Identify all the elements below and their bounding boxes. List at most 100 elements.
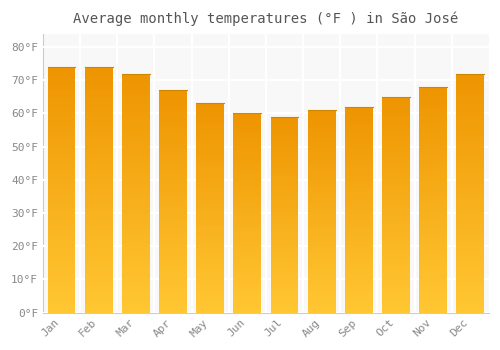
Bar bbox=[456, 298, 484, 301]
Bar bbox=[234, 309, 262, 311]
Bar bbox=[270, 250, 298, 252]
Bar bbox=[196, 246, 224, 248]
Bar bbox=[234, 153, 262, 155]
Bar bbox=[122, 110, 150, 112]
Bar bbox=[308, 260, 336, 262]
Bar bbox=[308, 167, 336, 169]
Bar bbox=[456, 281, 484, 284]
Bar bbox=[456, 196, 484, 198]
Bar bbox=[234, 203, 262, 205]
Bar bbox=[345, 150, 373, 152]
Bar bbox=[456, 95, 484, 97]
Bar bbox=[122, 136, 150, 138]
Bar bbox=[85, 114, 112, 116]
Bar bbox=[159, 297, 187, 299]
Bar bbox=[270, 268, 298, 270]
Bar bbox=[345, 140, 373, 142]
Bar bbox=[419, 87, 447, 89]
Bar bbox=[270, 148, 298, 150]
Bar bbox=[382, 214, 410, 216]
Bar bbox=[308, 116, 336, 118]
Bar bbox=[234, 187, 262, 189]
Bar bbox=[48, 256, 76, 259]
Bar bbox=[122, 210, 150, 212]
Bar bbox=[159, 235, 187, 237]
Bar bbox=[48, 202, 76, 204]
Bar bbox=[308, 149, 336, 150]
Bar bbox=[159, 99, 187, 101]
Bar bbox=[48, 264, 76, 266]
Bar bbox=[308, 165, 336, 167]
Bar bbox=[270, 293, 298, 295]
Bar bbox=[85, 305, 112, 308]
Bar bbox=[122, 83, 150, 85]
Bar bbox=[234, 125, 262, 127]
Bar bbox=[345, 240, 373, 243]
Bar bbox=[308, 232, 336, 234]
Bar bbox=[345, 167, 373, 169]
Bar bbox=[270, 183, 298, 185]
Bar bbox=[308, 278, 336, 280]
Bar bbox=[308, 187, 336, 189]
Bar bbox=[122, 105, 150, 107]
Bar bbox=[85, 241, 112, 244]
Bar bbox=[85, 94, 112, 96]
Bar bbox=[48, 177, 76, 180]
Bar bbox=[48, 96, 76, 99]
Bar bbox=[382, 304, 410, 306]
Bar bbox=[345, 263, 373, 265]
Bar bbox=[159, 255, 187, 257]
Bar bbox=[85, 79, 112, 82]
Bar bbox=[85, 91, 112, 94]
Bar bbox=[308, 173, 336, 175]
Bar bbox=[382, 289, 410, 291]
Bar bbox=[308, 124, 336, 126]
Bar bbox=[122, 88, 150, 90]
Bar bbox=[308, 244, 336, 246]
Bar bbox=[345, 164, 373, 167]
Bar bbox=[196, 122, 224, 124]
Bar bbox=[345, 255, 373, 257]
Bar bbox=[345, 232, 373, 234]
Bar bbox=[345, 251, 373, 253]
Bar bbox=[456, 114, 484, 117]
Bar bbox=[234, 181, 262, 183]
Bar bbox=[382, 250, 410, 252]
Bar bbox=[85, 138, 112, 141]
Bar bbox=[308, 169, 336, 171]
Bar bbox=[382, 97, 410, 99]
Bar bbox=[419, 290, 447, 292]
Bar bbox=[382, 110, 410, 112]
Bar bbox=[419, 118, 447, 121]
Bar bbox=[48, 182, 76, 185]
Bar bbox=[456, 138, 484, 140]
Bar bbox=[196, 286, 224, 288]
Bar bbox=[382, 270, 410, 272]
Bar bbox=[419, 218, 447, 220]
Bar bbox=[270, 128, 298, 131]
Bar bbox=[234, 297, 262, 299]
Bar bbox=[85, 303, 112, 305]
Bar bbox=[382, 201, 410, 203]
Bar bbox=[48, 278, 76, 281]
Bar bbox=[419, 186, 447, 188]
Bar bbox=[308, 207, 336, 209]
Bar bbox=[234, 269, 262, 271]
Bar bbox=[159, 273, 187, 275]
Bar bbox=[345, 224, 373, 226]
Bar bbox=[345, 259, 373, 261]
Bar bbox=[419, 211, 447, 213]
Bar bbox=[85, 86, 112, 89]
Bar bbox=[308, 219, 336, 222]
Bar bbox=[456, 236, 484, 239]
Bar bbox=[196, 152, 224, 154]
Bar bbox=[419, 141, 447, 143]
Bar bbox=[270, 127, 298, 128]
Bar bbox=[122, 200, 150, 203]
Bar bbox=[159, 146, 187, 148]
Bar bbox=[48, 163, 76, 165]
Bar bbox=[48, 261, 76, 264]
Bar bbox=[234, 201, 262, 203]
Bar bbox=[48, 102, 76, 104]
Bar bbox=[48, 141, 76, 143]
